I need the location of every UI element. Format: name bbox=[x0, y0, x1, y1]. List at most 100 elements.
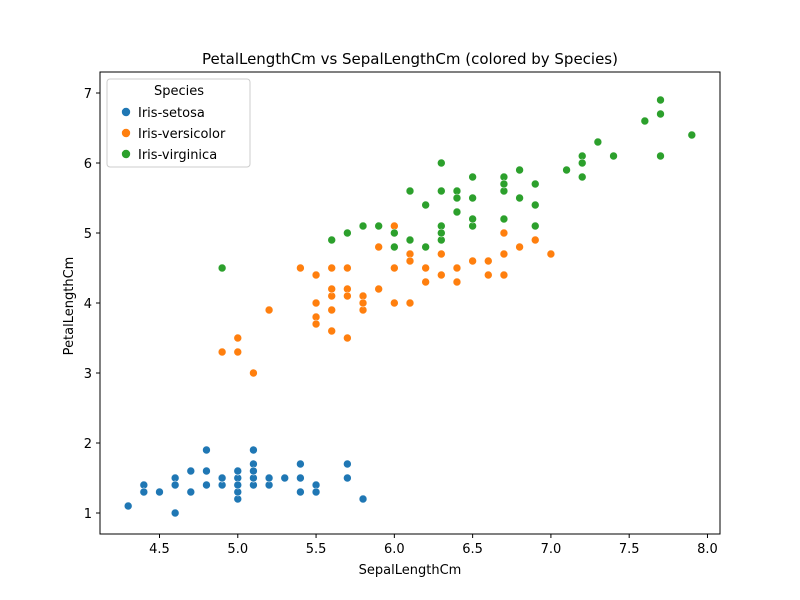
data-point bbox=[609, 151, 618, 161]
data-point bbox=[437, 270, 446, 280]
data-point bbox=[296, 473, 305, 483]
data-point bbox=[530, 179, 540, 189]
data-point bbox=[499, 249, 509, 259]
data-point bbox=[452, 263, 462, 273]
data-point bbox=[640, 116, 650, 126]
data-point bbox=[249, 445, 258, 455]
data-point bbox=[123, 501, 133, 511]
x-tick-label: 7.0 bbox=[541, 542, 562, 557]
data-point bbox=[468, 214, 477, 224]
legend-box bbox=[106, 78, 251, 168]
data-point bbox=[687, 130, 697, 140]
y-tick-label: 2 bbox=[84, 437, 92, 452]
x-tick-label: 7.5 bbox=[619, 542, 640, 557]
data-point bbox=[327, 326, 337, 336]
data-point bbox=[390, 228, 399, 238]
y-tick-label: 7 bbox=[84, 87, 92, 102]
data-point bbox=[327, 284, 337, 294]
data-point bbox=[405, 235, 415, 245]
data-point bbox=[311, 487, 321, 497]
data-point bbox=[405, 298, 415, 308]
data-point bbox=[217, 473, 227, 483]
data-point bbox=[202, 445, 211, 455]
data-point bbox=[233, 347, 243, 357]
data-point bbox=[217, 347, 227, 357]
x-tick-label: 4.5 bbox=[149, 542, 170, 557]
data-point bbox=[233, 466, 243, 476]
data-point bbox=[593, 137, 603, 147]
data-point bbox=[437, 249, 446, 259]
data-point bbox=[296, 263, 305, 273]
data-point bbox=[296, 459, 305, 469]
data-point bbox=[499, 179, 509, 189]
data-point bbox=[421, 277, 430, 287]
data-point bbox=[421, 200, 430, 210]
x-axis-title: SepalLengthCm bbox=[359, 563, 462, 578]
data-point bbox=[358, 494, 368, 504]
y-axis: 1 2 3 4 5 6 7 bbox=[84, 87, 100, 522]
legend-marker bbox=[121, 107, 131, 117]
chart-title: PetalLengthCm vs SepalLengthCm (colored … bbox=[202, 50, 618, 68]
data-point bbox=[264, 305, 274, 315]
plot-area bbox=[123, 95, 697, 518]
data-point bbox=[170, 508, 180, 518]
data-point bbox=[311, 298, 321, 308]
data-point bbox=[202, 480, 211, 490]
data-point bbox=[327, 263, 337, 273]
data-point bbox=[343, 263, 352, 273]
data-point bbox=[249, 368, 258, 378]
data-point bbox=[327, 305, 337, 315]
data-point bbox=[546, 249, 556, 259]
data-point bbox=[343, 228, 352, 238]
data-point bbox=[437, 158, 446, 168]
legend-label: Iris-virginica bbox=[138, 148, 217, 163]
y-axis-title: PetalLengthCm bbox=[62, 257, 77, 356]
data-point bbox=[577, 172, 587, 182]
data-point bbox=[202, 466, 211, 476]
data-point bbox=[577, 158, 587, 168]
data-point bbox=[186, 466, 196, 476]
data-point bbox=[390, 298, 399, 308]
data-point bbox=[530, 200, 540, 210]
data-point bbox=[233, 333, 243, 343]
data-point bbox=[311, 270, 321, 280]
data-point bbox=[374, 242, 383, 252]
data-point bbox=[562, 165, 571, 175]
data-point bbox=[452, 207, 462, 217]
data-point bbox=[452, 193, 462, 203]
data-point bbox=[170, 480, 180, 490]
data-point bbox=[515, 193, 524, 203]
data-point bbox=[515, 242, 524, 252]
x-tick-label: 5.0 bbox=[227, 542, 248, 557]
x-tick-label: 6.0 bbox=[384, 542, 405, 557]
x-tick-label: 8.0 bbox=[697, 542, 718, 557]
data-point bbox=[217, 263, 227, 273]
data-point bbox=[483, 270, 493, 280]
legend-title: Species bbox=[154, 84, 204, 99]
data-point bbox=[499, 270, 509, 280]
data-point bbox=[280, 473, 290, 483]
legend-label: Iris-versicolor bbox=[138, 127, 226, 142]
series-iris-setosa bbox=[123, 445, 368, 518]
data-point bbox=[499, 214, 509, 224]
data-point bbox=[468, 172, 477, 182]
data-point bbox=[421, 242, 430, 252]
data-point bbox=[468, 193, 477, 203]
data-point bbox=[499, 228, 509, 238]
data-point bbox=[249, 466, 258, 476]
legend-label: Iris-setosa bbox=[138, 106, 205, 121]
data-point bbox=[656, 95, 665, 105]
data-point bbox=[343, 473, 352, 483]
data-point bbox=[656, 109, 665, 119]
y-tick-label: 4 bbox=[84, 297, 92, 312]
data-point bbox=[186, 487, 196, 497]
data-point bbox=[437, 228, 446, 238]
y-tick-label: 5 bbox=[84, 227, 92, 242]
data-point bbox=[155, 487, 164, 497]
data-point bbox=[139, 487, 149, 497]
data-point bbox=[656, 151, 665, 161]
data-point bbox=[530, 235, 540, 245]
data-point bbox=[483, 256, 493, 266]
data-point bbox=[233, 480, 243, 490]
